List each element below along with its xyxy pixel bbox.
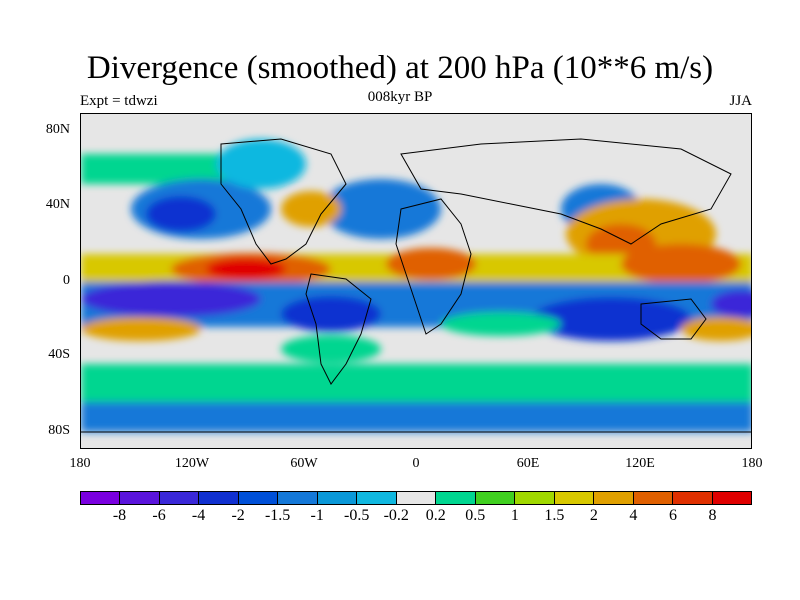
legend-box-5 [278,492,318,504]
legend-box-11 [515,492,555,504]
legend-box-15 [673,492,713,504]
x-tick-0: 0 [412,456,420,471]
mark-north-atlantic-blue [321,179,441,239]
legend-label: 2 [589,507,598,524]
period-label: 008kyr BP [367,89,433,105]
legend-label: -1.5 [264,507,291,524]
experiment-label: Expt = tdwzi [80,93,158,109]
legend-label: -2 [231,507,245,524]
mark-west-pacific-orange [621,244,741,284]
x-tick-60e: 60E [516,456,540,471]
legend-label: 8 [708,507,717,524]
x-tick-180w: 180 [69,456,91,471]
legend-box-14 [633,492,674,504]
mark-east-purple [711,290,751,318]
legend-box-8 [396,492,437,504]
mark-south-indian-green [441,312,561,336]
map-svg [81,114,751,448]
legend-box-0 [81,492,121,504]
legend-label: 0.2 [425,507,446,524]
north-america-outline [220,138,347,265]
mark-africa-orange [386,248,476,280]
legend-box-6 [317,492,358,504]
legend-box-2 [159,492,200,504]
divergence-map [80,113,752,449]
legend-label: -0.2 [383,507,409,524]
legend-label: -6 [152,507,166,524]
legend-box-10 [475,492,516,504]
season-label: JJA [729,93,752,109]
eurasia-outline [400,138,732,245]
legend-box-7 [357,492,397,504]
mark-antarctic-blue [81,402,751,432]
legend-label: 1.5 [544,507,565,524]
legend-label: 1 [510,507,519,524]
legend-box-1 [120,492,160,504]
y-tick-0: 0 [63,273,70,288]
legend-label: -1 [310,507,324,524]
y-tick-80n: 80N [45,122,70,137]
mark-south-east-orange [681,317,751,341]
mark-indian-ocean-dark [531,297,691,341]
x-tick-180e: 180 [741,456,763,471]
legend-box-3 [199,492,239,504]
legend-label: -0.5 [344,507,370,524]
mark-south-pacific-orange [81,317,201,341]
mark-south-pacific-purple [81,281,261,317]
legend-label: 0.5 [465,507,486,524]
legend-label: 6 [668,507,677,524]
mark-us-orange [281,191,341,227]
legend-box-13 [594,492,634,504]
legend-box-4 [238,492,279,504]
legend-box-16 [712,492,751,504]
legend-label: 4 [629,507,638,524]
legend-label: -4 [191,507,206,524]
plot-title: Divergence (smoothed) at 200 hPa (10**6 … [86,50,714,86]
color-legend [80,491,752,505]
coastlines [81,138,751,433]
legend-box-9 [436,492,476,504]
divergence-field [81,139,751,432]
x-tick-120e: 120E [625,456,655,471]
mark-canada-cyan [216,139,306,189]
y-tick-80s: 80S [48,423,70,438]
mark-south-atlantic-green [281,335,381,363]
south-america-outline [305,273,372,385]
legend-box-12 [554,492,595,504]
x-tick-60w: 60W [290,456,318,471]
mark-north-pacific-dark [146,196,216,232]
mark-east-pacific-red [206,258,286,280]
africa-outline [395,198,472,335]
y-tick-40n: 40N [45,197,70,212]
x-tick-120w: 120W [174,456,210,471]
legend-label: -8 [112,507,127,524]
australia-outline [640,298,707,340]
y-tick-40s: 40S [48,347,70,362]
mark-south-america-dark [281,296,381,332]
